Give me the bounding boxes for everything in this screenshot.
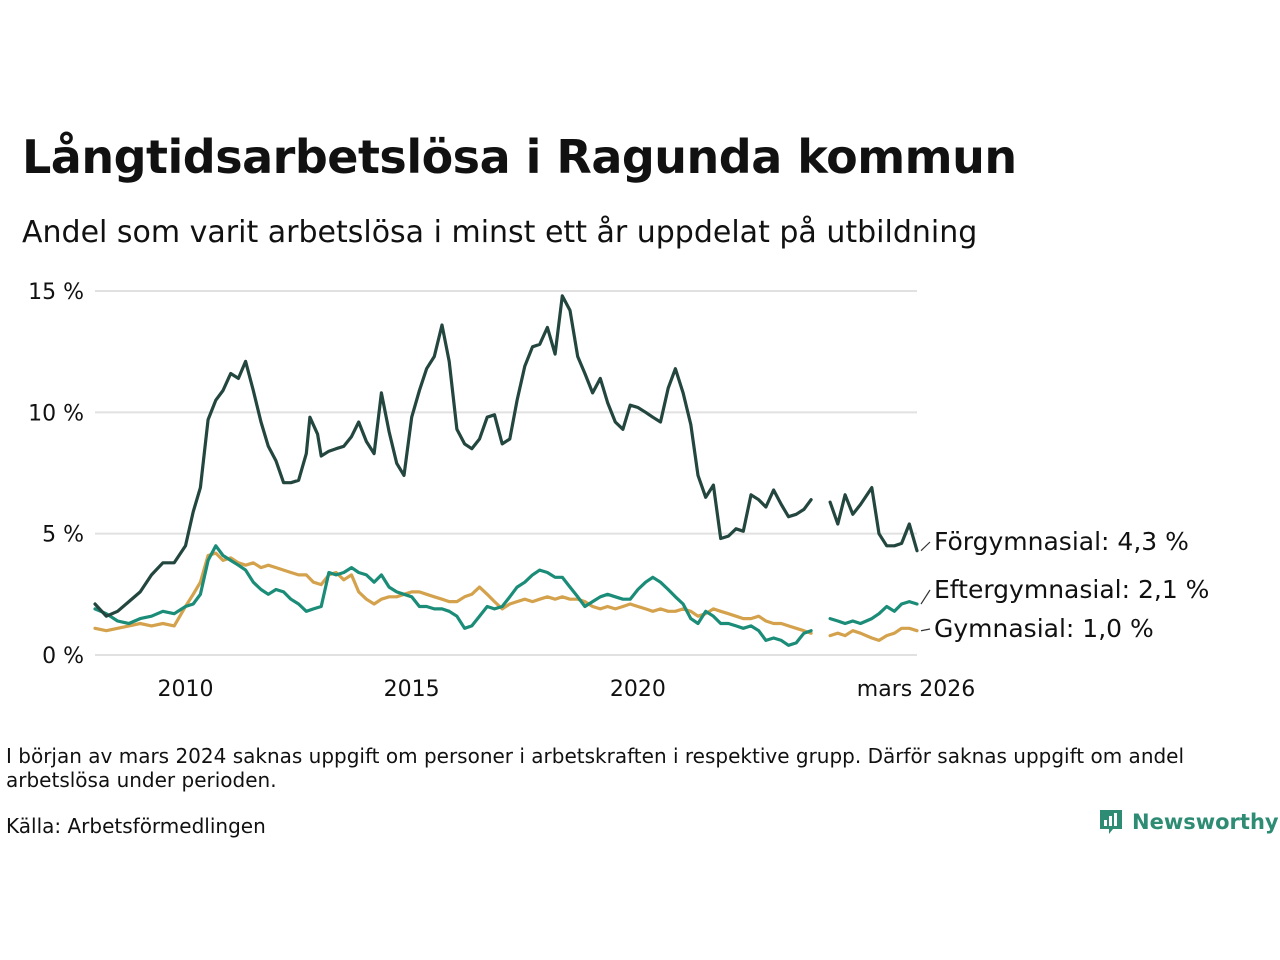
label-leader bbox=[920, 589, 931, 605]
newsworthy-logo[interactable]: Newsworthy bbox=[1098, 808, 1279, 836]
series-line-eftergymnasial bbox=[828, 600, 919, 626]
series-line-eftergymnasial bbox=[93, 544, 813, 647]
series-end-label: Gymnasial: 1,0 % bbox=[934, 614, 1154, 643]
brand-name: Newsworthy bbox=[1132, 810, 1279, 834]
bar-chart-icon bbox=[1100, 810, 1122, 834]
x-tick-label: mars 2026 bbox=[857, 677, 975, 702]
series-end-label: Eftergymnasial: 2,1 % bbox=[934, 575, 1209, 604]
line-chart: 0 % 5 % 10 % 15 % 2010 2015 2020 mars 2026 Gymna… bbox=[28, 280, 1209, 702]
y-tick-label: 10 % bbox=[28, 401, 84, 426]
series-line-gymnasial bbox=[828, 626, 919, 642]
series-line-gymnasial bbox=[93, 551, 813, 635]
source-label: Källa: Arbetsförmedlingen bbox=[6, 814, 266, 838]
series-line-förgymnasial bbox=[93, 294, 813, 618]
series-end-label: Förgymnasial: 4,3 % bbox=[934, 527, 1189, 556]
x-tick-label: 2020 bbox=[610, 677, 666, 702]
label-leader bbox=[920, 628, 931, 632]
label-leader bbox=[920, 541, 931, 552]
y-tick-label: 15 % bbox=[28, 280, 84, 305]
series-line-förgymnasial bbox=[828, 486, 919, 553]
y-tick-label: 5 % bbox=[42, 523, 84, 548]
footnote: I början av mars 2024 saknas uppgift om … bbox=[6, 744, 1185, 792]
x-tick-label: 2015 bbox=[384, 677, 440, 702]
chart-subtitle: Andel som varit arbetslösa i minst ett å… bbox=[22, 215, 978, 250]
y-tick-label: 0 % bbox=[42, 644, 84, 669]
chart-title: Långtidsarbetslösa i Ragunda kommun bbox=[22, 130, 1017, 184]
x-tick-label: 2010 bbox=[157, 677, 213, 702]
